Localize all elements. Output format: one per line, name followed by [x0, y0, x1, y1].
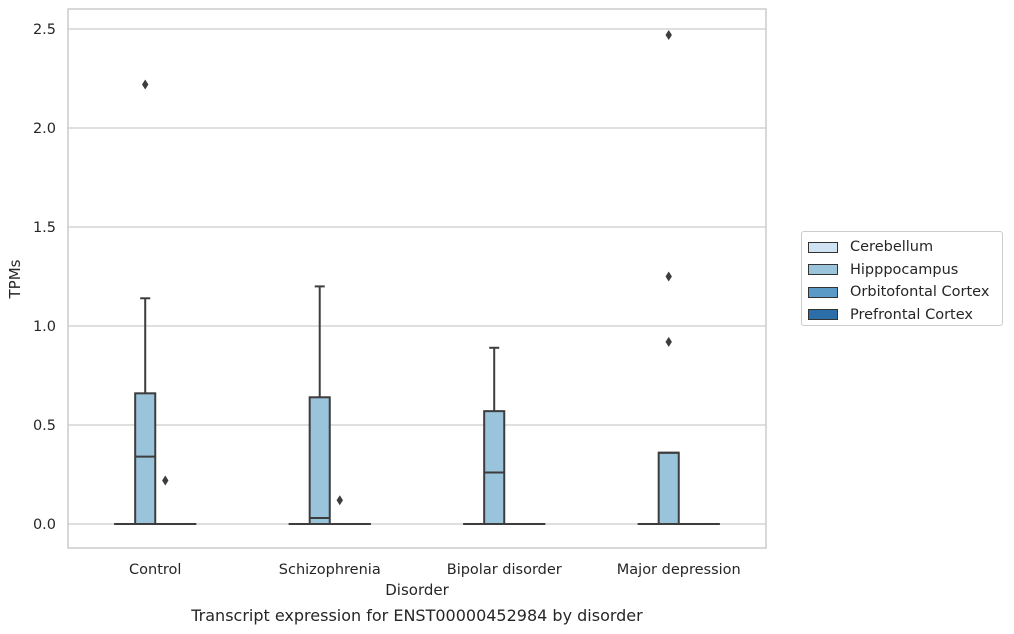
x-tick-label: Schizophrenia [279, 562, 381, 578]
y-tick-label: 0.0 [33, 517, 56, 533]
y-tick-label: 1.0 [33, 319, 56, 335]
plot-area [67, 8, 767, 549]
box-body [308, 396, 331, 525]
x-axis-label: Disorder [385, 581, 449, 599]
legend-swatch [808, 264, 838, 276]
y-tick-labels: 0.0 0.5 1.0 1.5 2.0 2.5 [33, 22, 56, 533]
box-body [483, 410, 506, 526]
y-tick-label: 1.5 [33, 220, 56, 236]
legend-item-orbitofrontal-cortex: Orbitofontal Cortex [808, 281, 1002, 304]
legend-item-prefrontal-cortex: Prefrontal Cortex [808, 304, 1002, 327]
legend-swatch [808, 286, 838, 298]
legend-swatch [808, 309, 838, 321]
legend: Cerebellum Hipppocampus Orbitofontal Cor… [801, 231, 1003, 326]
y-axis-label: TPMs [6, 259, 24, 299]
outlier-point [162, 475, 169, 486]
box-body [657, 451, 680, 525]
outlier-point [665, 336, 672, 347]
box-body [134, 392, 157, 525]
x-tick-label: Control [129, 562, 181, 578]
box-1-1 [308, 285, 331, 525]
outlier-point [336, 495, 343, 506]
box-1-2 [483, 346, 506, 526]
legend-swatch [808, 241, 838, 253]
box-1-0 [134, 79, 157, 525]
y-tick-label: 2.0 [33, 121, 56, 137]
legend-label: Prefrontal Cortex [850, 306, 973, 323]
boxes [114, 29, 720, 526]
outlier-point [142, 79, 149, 90]
x-tick-label: Major depression [617, 562, 741, 578]
legend-label: Cerebellum [850, 239, 934, 256]
figure-caption: Transcript expression for ENST0000045298… [191, 606, 643, 625]
x-tick-label: Bipolar disorder [447, 562, 562, 578]
outlier-point [665, 29, 672, 40]
legend-label: Hipppocampus [850, 261, 959, 278]
y-tick-label: 0.5 [33, 418, 56, 434]
y-tick-label: 2.5 [33, 22, 56, 38]
box-1-3 [657, 29, 680, 525]
legend-item-cerebellum: Cerebellum [808, 236, 1002, 259]
outlier-point [665, 271, 672, 282]
legend-item-hippocampus: Hipppocampus [808, 259, 1002, 282]
x-tick-labels: Control Schizophrenia Bipolar disorder Majo… [129, 562, 741, 578]
legend-label: Orbitofontal Cortex [850, 284, 990, 301]
